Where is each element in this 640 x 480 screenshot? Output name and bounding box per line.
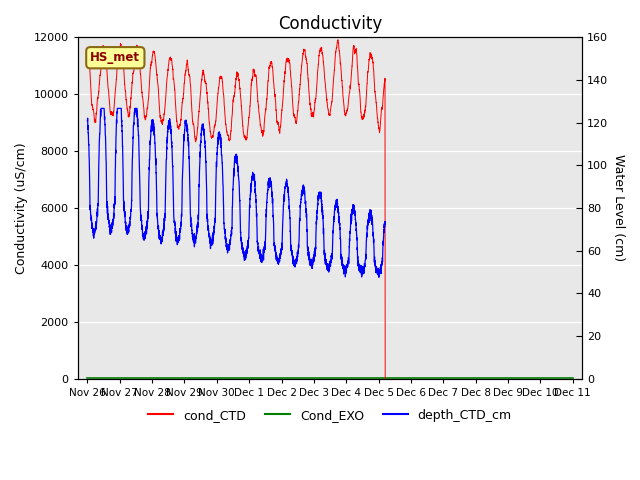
Legend: cond_CTD, Cond_EXO, depth_CTD_cm: cond_CTD, Cond_EXO, depth_CTD_cm: [143, 404, 517, 427]
Y-axis label: Conductivity (uS/cm): Conductivity (uS/cm): [15, 142, 28, 274]
Text: HS_met: HS_met: [90, 51, 140, 64]
Title: Conductivity: Conductivity: [278, 15, 382, 33]
Y-axis label: Water Level (cm): Water Level (cm): [612, 155, 625, 262]
